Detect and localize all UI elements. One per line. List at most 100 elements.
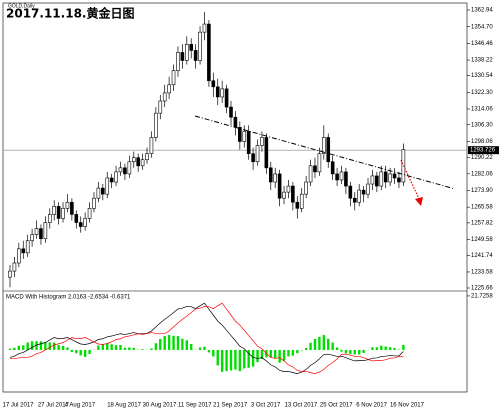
histogram-bar	[362, 349, 365, 353]
candle-body	[238, 127, 242, 142]
x-tick-label: 21 Sep 2017	[213, 403, 248, 409]
histogram-bar	[353, 349, 356, 355]
x-tick-label: 18 Aug 2017	[107, 403, 141, 409]
histogram-bar	[388, 347, 392, 350]
histogram-bar	[154, 343, 158, 350]
candle-body	[43, 222, 48, 240]
y-tick-label: 1362.94	[471, 8, 493, 14]
y-tick-label: 1233.58	[471, 270, 493, 276]
candle-body	[92, 197, 96, 209]
histogram-bar	[247, 349, 250, 368]
price-label-bg	[468, 146, 499, 155]
candle-body	[140, 159, 145, 167]
histogram-bar	[17, 345, 21, 350]
histogram-bar	[110, 344, 113, 350]
histogram-bar	[30, 341, 34, 350]
histogram-bar	[274, 349, 277, 359]
candle-body	[255, 145, 260, 163]
histogram-bar	[260, 349, 264, 359]
histogram-bar	[340, 349, 343, 352]
histogram-bar	[313, 339, 317, 350]
candle-body	[52, 206, 57, 215]
histogram-bar	[83, 349, 87, 357]
histogram-bar	[207, 349, 211, 353]
histogram-bar	[8, 348, 12, 350]
histogram-bar	[101, 344, 105, 350]
histogram-bar	[176, 336, 180, 350]
candle-body	[299, 193, 304, 209]
candle-body	[277, 173, 282, 199]
histogram-bar	[167, 335, 171, 350]
candle-body	[215, 86, 220, 98]
candle-body	[251, 153, 255, 163]
histogram-bar	[75, 349, 78, 354]
heading: 2017.11.18.黄金日图	[6, 6, 134, 21]
histogram-bar	[225, 349, 228, 372]
candle-body	[158, 100, 163, 114]
candle-body	[127, 161, 132, 175]
histogram-bar	[57, 344, 60, 350]
x-tick-label: 30 Aug 2017	[143, 403, 177, 409]
candle-body	[246, 131, 251, 154]
y-tick-label: 1322.30	[471, 90, 493, 96]
histogram-bar	[304, 347, 308, 350]
candle-body	[109, 177, 114, 183]
y-tick-label: 1282.06	[471, 171, 493, 177]
candle-body	[317, 153, 322, 173]
candle-body	[326, 137, 331, 163]
candle-body	[61, 208, 65, 219]
histogram-bar	[97, 345, 100, 350]
candle-body	[383, 171, 388, 183]
histogram-bar	[380, 345, 383, 350]
y-tick-label: 1298.06	[471, 139, 493, 145]
y-tick-label: 1241.74	[471, 253, 493, 259]
candle-body	[397, 177, 401, 183]
histogram-bar	[128, 347, 131, 350]
histogram-bar	[393, 347, 396, 350]
candle-body	[193, 50, 198, 61]
candle-body	[34, 228, 39, 235]
candle-body	[30, 234, 34, 242]
histogram-bar	[291, 349, 295, 356]
candle-body	[123, 167, 127, 175]
histogram-bar	[150, 348, 153, 350]
candle-body	[96, 187, 101, 199]
y-tick-label: 1338.22	[471, 58, 493, 64]
candle-body	[344, 171, 348, 187]
candle-body	[136, 157, 140, 167]
histogram-bar	[172, 335, 175, 350]
candle-body	[322, 137, 326, 154]
candle-body	[379, 171, 384, 187]
candle-body	[264, 137, 269, 169]
candle-body	[118, 167, 123, 173]
histogram-bar	[216, 349, 219, 366]
candle-body	[295, 201, 300, 209]
plot-frame	[2, 2, 468, 393]
histogram-bar	[203, 346, 206, 350]
candle-body	[65, 201, 70, 209]
candle-body	[268, 167, 273, 183]
candle-body	[211, 80, 216, 88]
histogram-bar	[296, 349, 299, 354]
candle-body	[25, 240, 30, 254]
candle-body	[185, 44, 189, 61]
macd-line	[9, 302, 404, 374]
histogram-bar	[322, 335, 326, 350]
y-tick-label: 1346.46	[471, 41, 493, 47]
candle-body	[224, 88, 229, 108]
histogram-bar	[229, 349, 233, 371]
histogram-bar	[53, 342, 56, 350]
histogram-bar	[119, 344, 122, 350]
y-tick-label: 1225.66	[471, 286, 493, 292]
candle-body	[131, 157, 136, 163]
candle-body	[304, 181, 308, 195]
histogram-bar	[256, 349, 259, 363]
histogram-bar	[238, 349, 242, 372]
y-tick-label: 1273.90	[471, 188, 493, 194]
candle-body	[114, 171, 118, 183]
x-tick-label: 25 Oct 2017	[320, 403, 353, 409]
histogram-bar	[282, 349, 286, 361]
x-tick-label: 13 Oct 2017	[285, 403, 318, 409]
candle-body	[8, 270, 12, 278]
arrow-head	[415, 197, 423, 206]
